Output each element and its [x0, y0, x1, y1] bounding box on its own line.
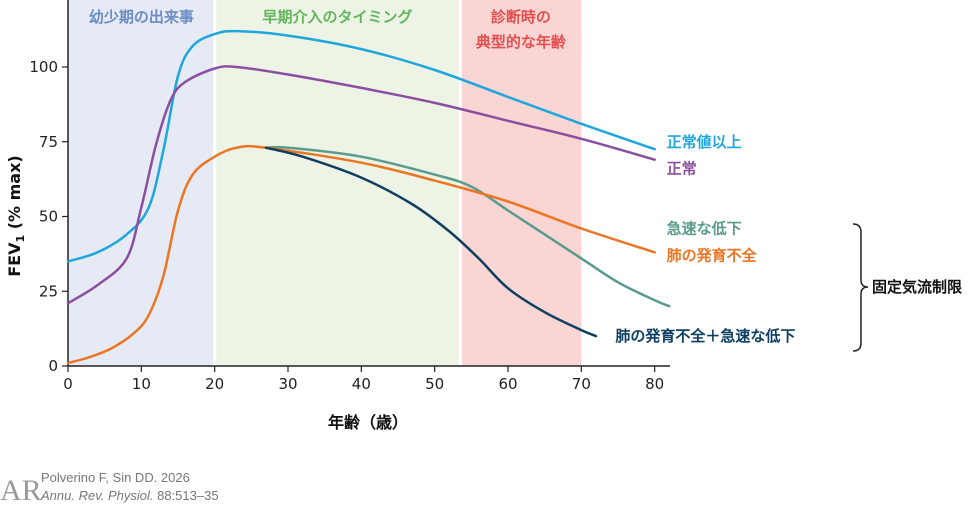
region-label-2-0: 診断時の [491, 8, 551, 26]
x-tick-label-0: 0 [63, 375, 73, 393]
y-tick-label-25: 25 [39, 282, 58, 300]
y-tick-label-75: 75 [39, 133, 58, 151]
region-label-0-0: 幼少期の出来事 [89, 8, 194, 26]
citation: AR Polverino F, Sin DD. 2026 Annu. Rev. … [0, 470, 219, 507]
series-line-4 [264, 146, 598, 338]
x-tick-label-50: 50 [425, 375, 444, 393]
series-line-1 [66, 65, 656, 305]
x-axis-title: 年齢（歳） [328, 413, 408, 432]
y-tick-label-0: 0 [48, 357, 58, 375]
chart-axes: 0 10 20 30 40 50 60 70 80 0 25 50 75 100 [29, 0, 670, 393]
y-axis-title: FEV1 (% max) [5, 155, 27, 277]
series-label-1: 正常 [667, 160, 697, 178]
series-line-3 [66, 144, 656, 365]
region-band-0 [68, 0, 215, 366]
fixed-airflow-brace [852, 223, 869, 352]
y-tick-label-50: 50 [39, 208, 58, 226]
region-band-1 [214, 0, 461, 366]
x-tick-label-20: 20 [205, 375, 224, 393]
region-band-2 [460, 0, 582, 366]
x-tick-label-60: 60 [498, 375, 517, 393]
series-label-0: 正常値以上 [667, 133, 742, 151]
x-tick-label-70: 70 [572, 375, 591, 393]
citation-line-1: Polverino F, Sin DD. 2026 [41, 470, 190, 485]
series-lines [66, 29, 671, 365]
x-tick-label-10: 10 [132, 375, 151, 393]
series-label-2: 急速な低下 [667, 219, 742, 237]
series-label-4: 肺の発育不全＋急速な低下 [615, 327, 795, 345]
citation-line-2: Annu. Rev. Physiol. 88:513–35 [40, 488, 219, 503]
series-label-3: 肺の発育不全 [667, 246, 758, 264]
region-label-2-1: 典型的な年齢 [476, 33, 567, 51]
series-line-2 [264, 145, 671, 308]
x-tick-label-30: 30 [278, 375, 297, 393]
x-tick-label-80: 80 [645, 375, 664, 393]
y-tick-label-100: 100 [29, 58, 58, 76]
x-tick-label-40: 40 [352, 375, 371, 393]
region-label-1-0: 早期介入のタイミング [262, 8, 412, 26]
fixed-airflow-label: 固定気流制限 [872, 278, 962, 296]
annual-reviews-logo: AR [0, 474, 42, 507]
